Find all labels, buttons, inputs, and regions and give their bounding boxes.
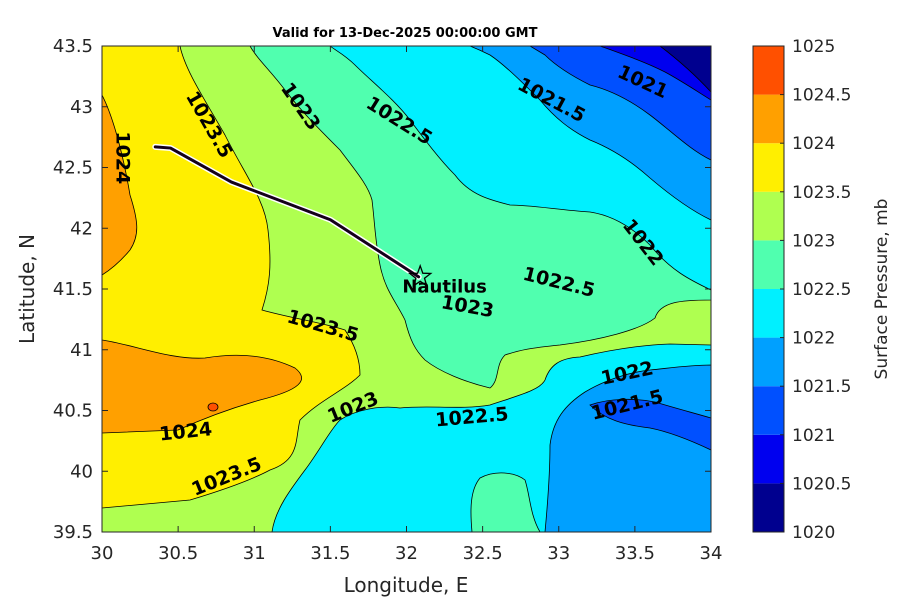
colorbar-swatch xyxy=(753,95,784,144)
y-tick-label: 41 xyxy=(70,340,93,361)
colorbar-tick-label: 1022 xyxy=(792,329,835,349)
x-axis-label: Longitude, E xyxy=(344,573,469,597)
x-tick-label: 30.5 xyxy=(158,543,198,564)
contour-label: 1024 xyxy=(111,131,133,184)
y-tick-label: 42 xyxy=(70,218,93,239)
ship-name-label: Nautilus xyxy=(402,277,487,298)
colorbar-swatch xyxy=(753,386,784,435)
y-tick-label: 42.5 xyxy=(53,158,93,179)
x-tick-label: 33.5 xyxy=(615,543,655,564)
colorbar-label: Surface Pressure, mb xyxy=(872,199,892,380)
colorbar-swatch xyxy=(753,143,784,192)
colorbar-swatch xyxy=(753,289,784,338)
region-1024-5-spot xyxy=(208,403,218,411)
y-tick-label: 43.5 xyxy=(53,36,93,57)
x-tick-label: 34 xyxy=(700,543,723,564)
colorbar: 1020 1020.5 1021 1021.5 1022 1022.5 1023 1023.5… xyxy=(753,37,851,543)
x-tick-label: 32.5 xyxy=(463,543,503,564)
colorbar-swatch xyxy=(753,192,784,241)
colorbar-swatch xyxy=(753,46,784,95)
colorbar-swatch xyxy=(753,435,784,484)
colorbar-tick-label: 1020 xyxy=(792,523,835,543)
x-tick-label: 32 xyxy=(395,543,418,564)
x-tick-label: 31 xyxy=(243,543,266,564)
x-tick-label: 30 xyxy=(91,543,114,564)
colorbar-tick-label: 1024.5 xyxy=(792,86,851,106)
y-tick-label: 41.5 xyxy=(53,279,93,300)
colorbar-tick-label: 1023.5 xyxy=(792,183,851,203)
colorbar-swatch xyxy=(753,483,784,532)
colorbar-swatch xyxy=(753,338,784,387)
x-tick-label: 31.5 xyxy=(310,543,350,564)
colorbar-tick-label: 1021.5 xyxy=(792,377,851,397)
colorbar-tick-label: 1021 xyxy=(792,426,835,446)
y-tick-label: 40.5 xyxy=(53,401,93,422)
colorbar-tick-label: 1025 xyxy=(792,37,835,57)
y-tick-label: 39.5 xyxy=(53,522,93,543)
chart-title: Valid for 13-Dec-2025 00:00:00 GMT xyxy=(273,26,538,41)
colorbar-tick-label: 1024 xyxy=(792,134,835,154)
colorbar-tick-label: 1023 xyxy=(792,231,835,251)
colorbar-swatch xyxy=(753,240,784,289)
colorbar-tick-label: 1020.5 xyxy=(792,474,851,494)
y-tick-label: 43 xyxy=(70,97,93,118)
y-axis-label: Latitude, N xyxy=(15,234,39,344)
y-tick-label: 40 xyxy=(70,461,93,482)
x-tick-label: 33 xyxy=(547,543,570,564)
colorbar-tick-label: 1022.5 xyxy=(792,280,851,300)
